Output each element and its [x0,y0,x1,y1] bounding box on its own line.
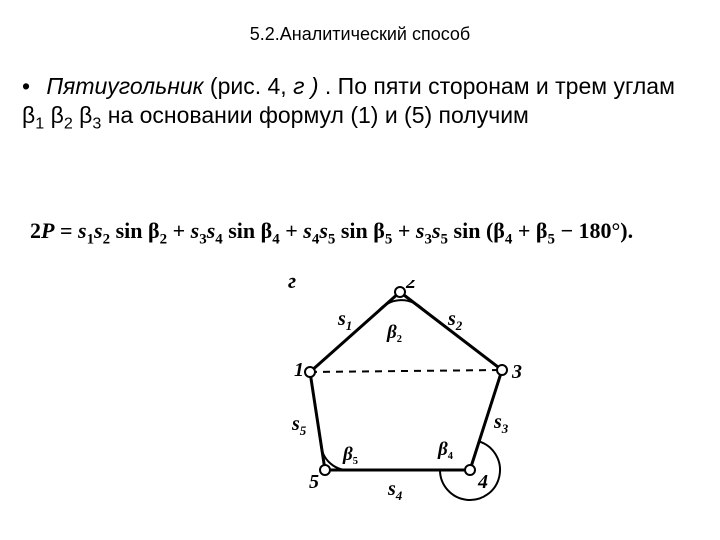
sub: 2 [160,231,167,247]
t: β [73,102,93,128]
sub: 1 [35,115,44,133]
s: s [78,218,87,243]
b: β [493,218,505,243]
sub: 3 [92,115,101,133]
s: s [207,218,216,243]
word-g: г ) [293,73,325,99]
svg-text:s2: s2 [447,308,463,333]
svg-text:s4: s4 [387,478,403,503]
svg-text:1: 1 [294,359,304,381]
P: P [41,218,54,243]
svg-text:5: 5 [309,471,319,493]
sin: sin [223,218,261,243]
s: s [94,218,103,243]
svg-text:3: 3 [511,361,522,383]
word-pentagon: Пятиугольник [46,73,203,99]
svg-text:s3: s3 [493,411,509,436]
paragraph: • Пятиугольник (рис. 4, г ) . По пяти ст… [22,72,702,131]
sub: 3 [424,231,431,247]
b: β [148,218,160,243]
sub: 2 [103,231,110,247]
svg-text:β5: β5 [342,444,358,467]
svg-text:β2: β2 [386,322,402,345]
s: s [319,218,328,243]
sub: 5 [441,231,448,247]
pentagon-figure: 1 2 3 4 5 s1 s2 s3 s4 s5 β2 β4 β5 [270,280,550,510]
sub: 3 [199,231,206,247]
sin: sin [335,218,373,243]
t: на основании формул (1) и (5) получим [101,102,529,128]
bullet: • [22,72,40,101]
sub: 1 [87,231,94,247]
b: β [373,218,385,243]
sub: 4 [272,231,279,247]
sub: 2 [64,115,73,133]
svg-text:4: 4 [477,471,488,493]
s: s [191,218,200,243]
sin: sin [110,218,148,243]
svg-text:β4: β4 [437,439,454,462]
plus: + [280,218,304,243]
sub: 5 [547,231,554,247]
sub: 4 [215,231,222,247]
sin: sin [448,218,486,243]
t: β [44,102,64,128]
svg-text:2: 2 [405,280,416,293]
paragraph-text: Пятиугольник (рис. 4, г ) . По пяти стор… [22,73,675,128]
formula: 2P = s1s2 sin β2 + s3s4 sin β4 + s4s5 si… [30,218,633,244]
b: β [536,218,548,243]
plus: + [512,218,536,243]
plus: + [392,218,416,243]
section-heading: 5.2.Аналитический способ [0,24,720,45]
s: s [303,218,312,243]
close: − 180°). [555,218,633,243]
svg-text:s5: s5 [291,413,307,438]
s: s [432,218,441,243]
eq: = [54,218,78,243]
plus: + [167,218,191,243]
n: 2 [30,218,41,243]
b: β [261,218,273,243]
t: (рис. 4, [204,73,294,99]
svg-text:s1: s1 [337,308,352,333]
